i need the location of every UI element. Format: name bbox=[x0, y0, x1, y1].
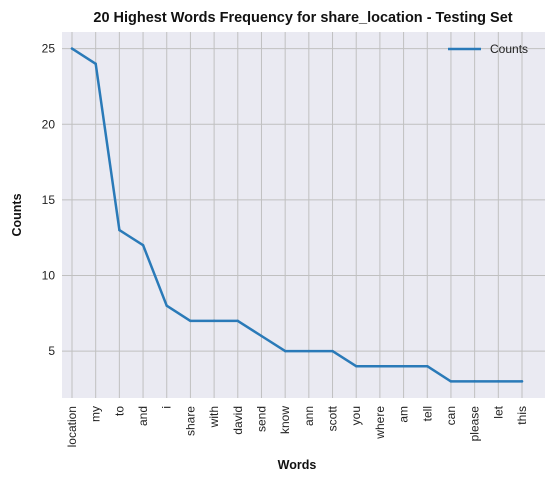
x-tick-label: and bbox=[136, 406, 150, 426]
x-tick-label: you bbox=[349, 406, 363, 425]
series-line-counts bbox=[70, 47, 524, 383]
legend: Counts bbox=[448, 42, 528, 56]
x-tick-label: send bbox=[254, 406, 268, 432]
data-point bbox=[355, 365, 358, 368]
x-tick-label: am bbox=[397, 406, 411, 423]
data-point bbox=[473, 380, 476, 383]
data-point bbox=[331, 349, 334, 353]
data-point bbox=[118, 228, 121, 232]
x-tick-label: this bbox=[515, 406, 529, 425]
x-tick-label: location bbox=[65, 406, 79, 447]
data-point bbox=[141, 244, 145, 247]
x-tick-label: my bbox=[89, 406, 103, 422]
series-group bbox=[70, 47, 524, 383]
data-point bbox=[307, 349, 311, 353]
data-point bbox=[236, 319, 239, 323]
y-tick-labels: 5 10 15 20 25 bbox=[42, 42, 56, 358]
data-point bbox=[94, 62, 97, 65]
x-tick-label: tell bbox=[420, 406, 434, 421]
x-tick-label: ann bbox=[302, 406, 316, 426]
x-tick-label: scott bbox=[326, 405, 340, 431]
x-axis-label: Words bbox=[278, 458, 317, 472]
data-point bbox=[212, 319, 216, 323]
x-tick-label: please bbox=[468, 406, 482, 442]
y-tick-label: 10 bbox=[42, 268, 56, 282]
x-tick-labels: location my to and i share with david send know an… bbox=[65, 405, 529, 447]
x-tick-label: david bbox=[231, 406, 245, 435]
x-tick-label: where bbox=[373, 406, 387, 440]
data-point bbox=[378, 365, 382, 368]
data-point bbox=[283, 349, 287, 353]
data-point bbox=[426, 365, 429, 368]
y-axis-label: Counts bbox=[10, 193, 24, 236]
plot-area bbox=[62, 32, 545, 398]
y-tick-label: 15 bbox=[42, 193, 56, 207]
y-tick-label: 25 bbox=[42, 42, 56, 56]
legend-label: Counts bbox=[490, 42, 528, 56]
data-point bbox=[189, 319, 192, 323]
data-point bbox=[497, 380, 500, 383]
x-tick-label: with bbox=[207, 406, 221, 428]
x-tick-label: can bbox=[444, 406, 458, 425]
data-point bbox=[260, 334, 263, 338]
data-point bbox=[520, 380, 524, 383]
x-tick-label: to bbox=[112, 406, 126, 416]
x-tick-label: share bbox=[183, 406, 197, 436]
chart-title: 20 Highest Words Frequency for share_loc… bbox=[93, 10, 512, 26]
x-tick-label: know bbox=[278, 406, 292, 434]
x-tick-label: i bbox=[160, 406, 174, 409]
y-tick-label: 5 bbox=[48, 344, 55, 358]
y-tick-label: 20 bbox=[42, 117, 56, 131]
data-point bbox=[449, 380, 453, 383]
data-point bbox=[165, 304, 168, 307]
x-tick-label: let bbox=[491, 405, 505, 418]
data-point bbox=[70, 47, 74, 50]
data-point bbox=[402, 365, 405, 368]
